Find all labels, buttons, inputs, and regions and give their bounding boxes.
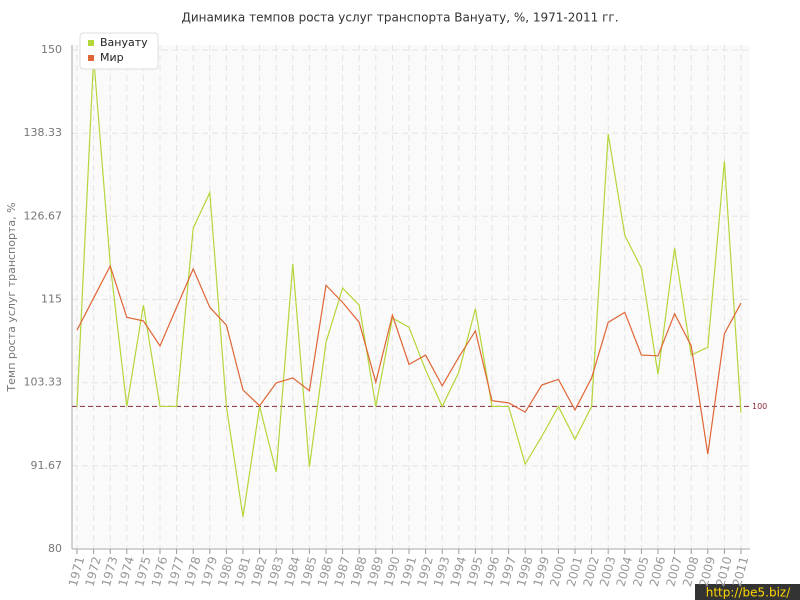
series-line	[76, 57, 742, 518]
legend-marker	[88, 55, 94, 61]
plot-area	[72, 45, 750, 549]
y-tick-label: 150	[41, 43, 62, 56]
chart-title: Динамика темпов роста услуг транспорта В…	[181, 11, 618, 25]
y-tick-label: 103.33	[24, 376, 63, 389]
y-tick-label: 126.67	[24, 209, 63, 222]
y-axis-label: Темп роста услуг транспорта, %	[5, 202, 18, 392]
reference-label: 100	[752, 402, 767, 411]
legend-label: Мир	[100, 51, 124, 64]
y-tick-label: 80	[48, 542, 62, 555]
y-tick-label: 91.67	[31, 459, 63, 472]
y-tick-label: 138.33	[24, 126, 63, 139]
watermark-bg	[695, 584, 800, 600]
legend-box	[79, 32, 159, 70]
legend: Вануату Мир	[79, 32, 159, 70]
watermark: http://be5.biz/	[706, 586, 791, 600]
legend-label: Вануату	[100, 36, 148, 49]
legend-marker	[88, 40, 94, 46]
series-line	[76, 264, 742, 455]
y-tick-label: 115	[41, 293, 62, 306]
